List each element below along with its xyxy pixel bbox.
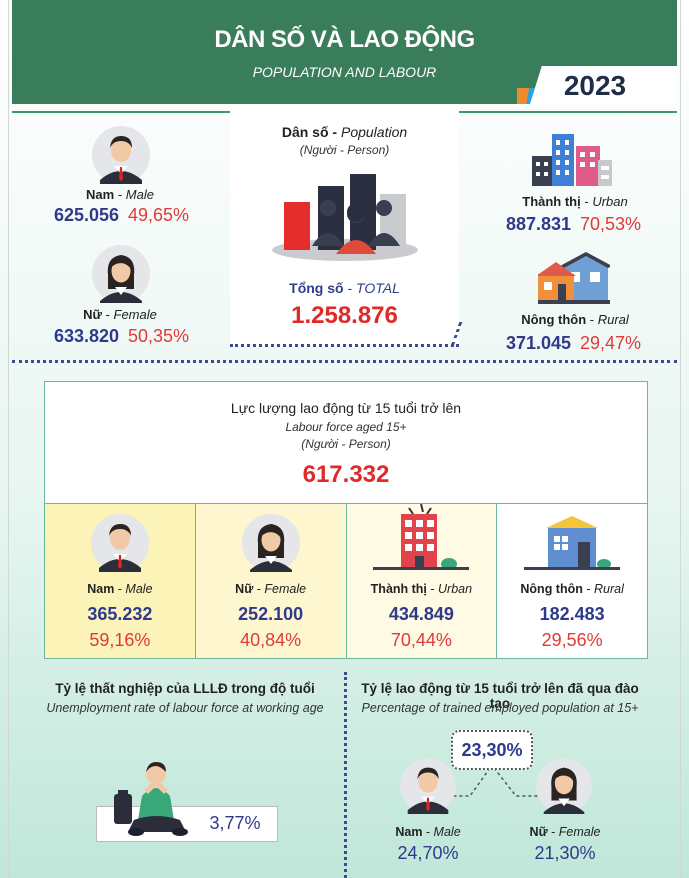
total-label: Tổng số - TOTAL <box>289 280 400 296</box>
population-crowd-icon <box>272 174 418 261</box>
rural-label: Nông thôn - Rural <box>521 312 629 327</box>
rural-value: 371.045 <box>506 333 572 353</box>
card-value: 365.232 <box>87 604 153 624</box>
trained-subtitle: Percentage of trained employed populatio… <box>361 701 639 715</box>
urban-stats: 887.831 70,53% <box>506 214 641 235</box>
rural-pct: 29,47% <box>579 333 642 353</box>
labour-total-value: 617.332 <box>302 461 390 488</box>
trained-total-bubble: 23,30% <box>451 730 533 770</box>
page-title: DÂN SỐ VÀ LAO ĐỘNG <box>214 26 475 53</box>
urban-label: Thành thị - Urban <box>522 194 628 209</box>
house-icon <box>524 516 621 570</box>
page-frame <box>8 0 681 878</box>
section-dotted-divider <box>12 360 677 363</box>
urban-value: 887.831 <box>506 214 572 234</box>
year-label: 2023 <box>563 70 627 101</box>
card-label: Nam - Male <box>87 582 153 596</box>
card-pct: 29,56% <box>541 630 603 650</box>
card-label: Thành thị - Urban <box>370 582 473 596</box>
unemployed-person-icon <box>114 762 188 836</box>
trained-male-pct: 24,70% <box>397 843 459 863</box>
rural-stats: 371.045 29,47% <box>506 333 641 354</box>
unemployment-subtitle: Unemployment rate of labour force at wor… <box>46 701 324 715</box>
male-stats: 625.056 49,65% <box>54 205 189 226</box>
female-avatar-icon <box>241 514 300 572</box>
unemployment-value: 3,77% <box>209 813 261 833</box>
male-pct: 49,65% <box>127 205 190 225</box>
trained-title: Tỷ lệ lao động từ 15 tuổi trở lên đã qua… <box>361 681 639 711</box>
card-pct: 59,16% <box>89 630 151 650</box>
labour-subtitle: Labour force aged 15+ <box>285 420 407 434</box>
male-avatar-icon <box>90 514 149 572</box>
total-population-value: 1.258.876 <box>291 302 398 329</box>
labour-card-urban: Thành thị - Urban 434.849 70,44% <box>345 504 497 659</box>
male-avatar-icon <box>400 758 456 814</box>
labour-card-female: Nữ - Female 252.100 40,84% <box>194 504 346 659</box>
female-avatar-icon <box>536 758 592 814</box>
female-label: Nữ - Female <box>83 307 157 322</box>
population-title: Dân số - Population <box>281 124 408 140</box>
card-label: Nông thôn - Rural <box>520 582 624 596</box>
trained-female-label: Nữ - Female <box>529 825 601 839</box>
labour-unit: (Người - Person) <box>301 437 391 451</box>
male-avatar-icon <box>92 126 150 184</box>
labour-card-male: Nam - Male 365.232 59,16% <box>44 504 195 659</box>
card-value: 252.100 <box>238 604 304 624</box>
card-label: Nữ - Female <box>235 582 307 596</box>
city-building-icon <box>373 504 470 570</box>
labour-cards: Nam - Male 365.232 59,16% Nữ - Female 25… <box>44 504 648 659</box>
female-value: 633.820 <box>54 326 120 346</box>
trained-female-pct: 21,30% <box>534 843 596 863</box>
female-pct: 50,35% <box>127 326 190 346</box>
card-pct: 70,44% <box>390 630 452 650</box>
labour-force-box: Lực lượng lao động từ 15 tuổi trở lên La… <box>44 381 648 504</box>
card-value: 182.483 <box>539 604 605 624</box>
bottom-dotted-divider <box>344 672 347 878</box>
male-value: 625.056 <box>54 205 120 225</box>
page-subtitle: POPULATION AND LABOUR <box>252 64 437 80</box>
trained-male-label: Nam - Male <box>395 825 461 839</box>
city-buildings-icon <box>532 134 612 186</box>
urban-pct: 70,53% <box>579 214 642 234</box>
labour-title: Lực lượng lao động từ 15 tuổi trở lên <box>230 400 462 416</box>
card-value: 434.849 <box>388 604 454 624</box>
labour-card-rural: Nông thôn - Rural 182.483 29,56% <box>496 504 648 659</box>
rural-houses-icon <box>538 252 610 304</box>
population-panel: Dân số - Population (Người - Person) Tổn… <box>230 104 459 347</box>
unemployment-title: Tỷ lệ thất nghiệp của LLLĐ trong độ tuổi <box>55 681 315 696</box>
card-pct: 40,84% <box>240 630 302 650</box>
year-box <box>530 66 677 104</box>
female-avatar-icon <box>92 245 150 303</box>
male-label: Nam - Male <box>86 187 154 202</box>
female-stats: 633.820 50,35% <box>54 326 189 347</box>
population-unit: (Người - Person) <box>299 143 390 157</box>
